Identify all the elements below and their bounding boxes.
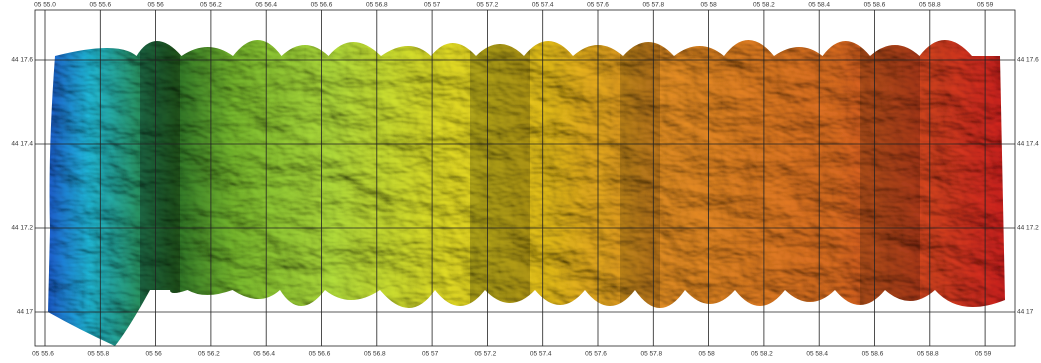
top-coordinate: 05 57.8 [642,2,664,9]
right-coordinate: 44 17.6 [1017,57,1039,64]
top-coordinate: 05 58 [700,2,717,9]
top-coordinate: 05 59 [977,2,994,9]
escarpment-shade [860,20,920,350]
bottom-coordinate: 05 58.4 [806,351,828,358]
top-coordinate: 05 57.6 [587,2,609,9]
right-coordinate: 44 17 [1017,309,1034,316]
escarpment-shade [620,20,660,350]
top-coordinate: 05 57.4 [532,2,554,9]
top-coordinate: 05 56.6 [311,2,333,9]
bottom-coordinate: 05 56.4 [253,351,275,358]
top-coordinate: 05 56 [147,2,164,9]
bottom-coordinate: 05 56.2 [198,351,220,358]
bottom-coordinate: 05 56 [145,351,162,358]
bottom-coordinate: 05 56.6 [309,351,331,358]
top-coordinate: 05 58.4 [808,2,830,9]
bottom-coordinate: 05 55.6 [32,351,54,358]
left-coordinate: 44 17 [17,309,34,316]
left-coordinate: 44 17.4 [11,141,33,148]
top-coordinate: 05 55.6 [89,2,111,9]
bottom-coordinate: 05 55.8 [87,351,109,358]
top-coordinate: 05 58.8 [919,2,941,9]
terrain [40,15,1010,350]
top-coordinate: 05 57 [424,2,441,9]
top-coordinate: 05 58.2 [753,2,775,9]
bottom-coordinate: 05 56.8 [364,351,386,358]
bottom-coordinate: 05 57.4 [530,351,552,358]
top-coordinate: 05 55.0 [34,2,56,9]
left-coordinate: 44 17.2 [11,225,33,232]
top-coordinate: 05 56.8 [366,2,388,9]
escarpment-shade [140,20,180,350]
bottom-coordinate: 05 59 [975,351,992,358]
bottom-coordinate: 05 58.6 [862,351,884,358]
top-coordinate: 05 56.2 [200,2,222,9]
bottom-coordinate: 05 58.2 [751,351,773,358]
bathymetry-map: 05 55.0 05 55.6 05 56 05 56.2 05 56.4 05 56.6… [0,0,1041,363]
bottom-coordinate: 05 57 [422,351,439,358]
bottom-coordinate: 05 57.8 [640,351,662,358]
right-coordinate: 44 17.2 [1017,225,1039,232]
top-coordinate: 05 56.4 [255,2,277,9]
bottom-coordinate: 05 57.6 [585,351,607,358]
right-coordinate: 44 17.4 [1017,141,1039,148]
top-coordinate: 05 58.6 [864,2,886,9]
bottom-coordinate: 05 58.8 [917,351,939,358]
left-coordinate: 44 17.6 [11,57,33,64]
escarpment-shade [470,20,530,350]
top-coordinate: 05 57.2 [477,2,499,9]
bottom-coordinate: 05 58 [698,351,715,358]
bottom-coordinate: 05 57.2 [475,351,497,358]
